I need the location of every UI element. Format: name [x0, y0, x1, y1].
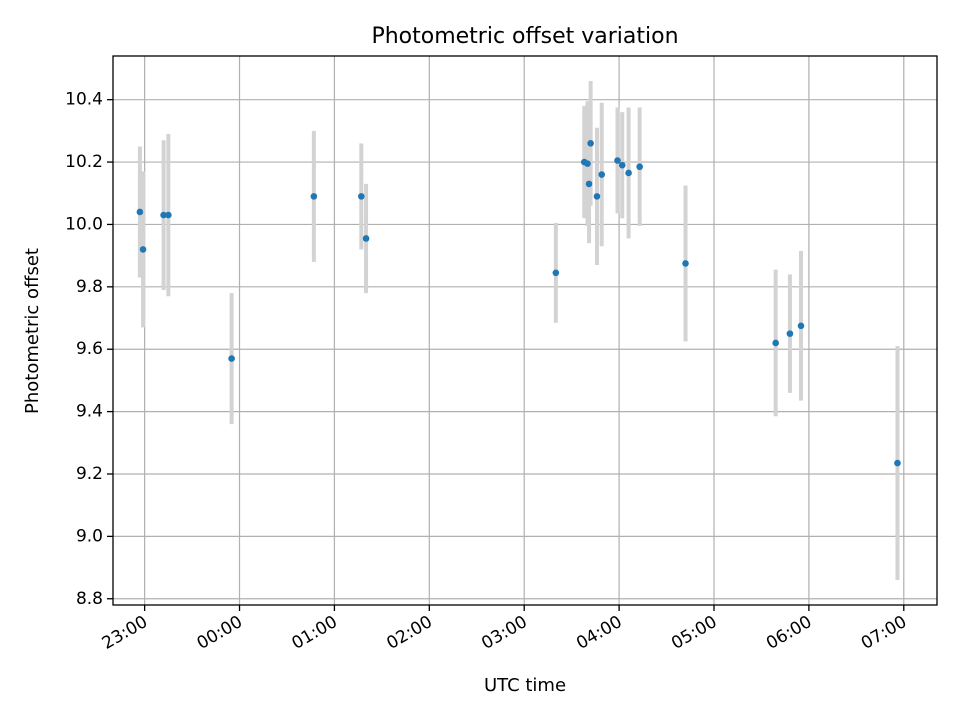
data-point	[362, 235, 370, 242]
data-point	[160, 211, 167, 219]
y-tick-label: 8.8	[76, 589, 103, 609]
x-tick-label: 05:00	[668, 612, 720, 654]
data-point	[585, 180, 593, 188]
data-point	[228, 355, 235, 362]
data-point	[165, 211, 172, 219]
y-axis-label: Photometric offset	[22, 248, 43, 414]
data-point	[786, 330, 794, 337]
y-tick-label: 9.4	[76, 402, 103, 422]
data-point	[136, 208, 144, 216]
y-tick-label: 9.0	[76, 526, 103, 546]
data-point	[772, 339, 779, 347]
data-point	[358, 193, 365, 200]
data-point	[310, 193, 318, 200]
data-point	[552, 269, 560, 277]
data-points	[136, 140, 901, 467]
y-tick-label: 10.4	[65, 90, 103, 110]
y-tick-label: 10.2	[65, 152, 103, 172]
y-tick-label: 9.6	[76, 339, 103, 359]
x-tick-label: 04:00	[573, 612, 625, 654]
data-point	[894, 459, 901, 467]
y-axis-ticks: 8.8 9.0 9.2 9.4 9.6 9.8 10.0 10.2 10.4	[65, 90, 113, 609]
data-point	[682, 260, 689, 267]
data-point	[598, 171, 606, 178]
data-point	[139, 246, 147, 253]
data-point	[587, 140, 594, 147]
data-point	[614, 157, 621, 164]
grid	[113, 56, 937, 605]
data-point	[593, 193, 601, 200]
x-tick-label: 02:00	[383, 612, 435, 654]
x-axis-label: UTC time	[484, 675, 566, 696]
chart-title: Photometric offset variation	[371, 24, 678, 49]
x-tick-label: 00:00	[194, 612, 246, 654]
x-tick-label: 06:00	[763, 612, 815, 654]
data-point	[636, 163, 643, 171]
x-axis-ticks: 23:00 00:00 01:00 02:00 03:00 04:00 05:00 06:00…	[99, 605, 910, 654]
data-point	[625, 169, 632, 177]
y-tick-label: 9.8	[76, 277, 103, 297]
x-tick-label: 03:00	[478, 612, 530, 654]
x-tick-label: 01:00	[288, 612, 340, 654]
y-tick-label: 9.2	[76, 464, 103, 484]
plot-frame	[112, 55, 938, 606]
data-point	[618, 161, 626, 169]
x-tick-label: 07:00	[858, 612, 910, 654]
data-point	[797, 322, 805, 330]
y-tick-label: 10.0	[65, 214, 103, 234]
data-point	[584, 160, 591, 167]
error-bars	[137, 80, 900, 581]
x-tick-label: 23:00	[99, 612, 151, 654]
